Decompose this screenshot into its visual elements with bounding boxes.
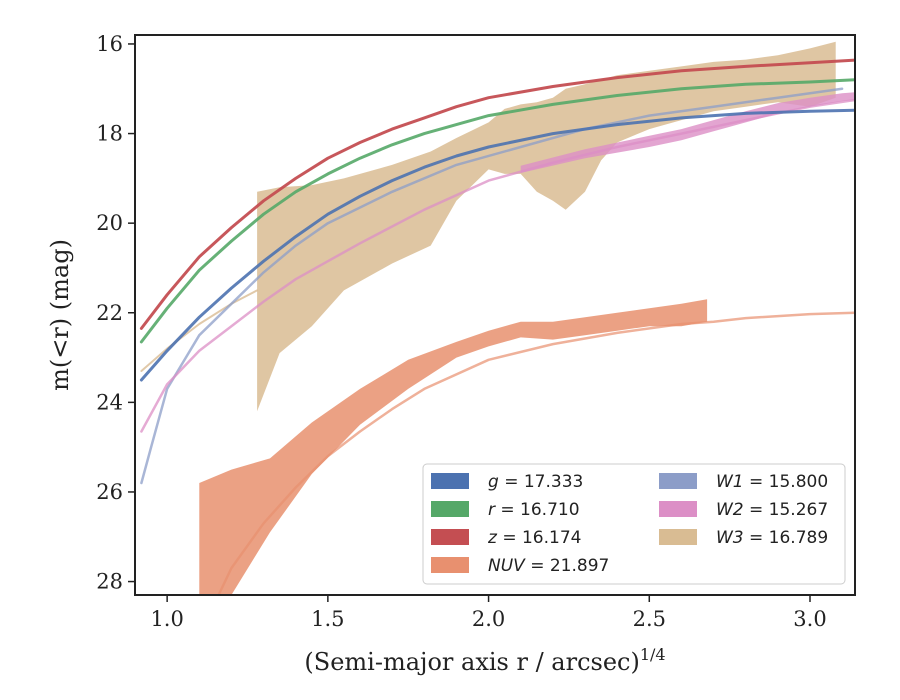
legend-label-nuv: NUV = 21.897 xyxy=(488,556,609,576)
y-tick-label: 24 xyxy=(96,390,123,414)
x-axis-label-text: (Semi-major axis r / arcsec) xyxy=(304,648,639,676)
series-r-line xyxy=(139,78,855,344)
legend-label-r: r = 16.710 xyxy=(488,500,580,520)
legend-label-w1: W1 = 15.800 xyxy=(716,472,828,492)
y-tick-label: 26 xyxy=(96,480,123,504)
legend-swatch-z xyxy=(431,529,469,545)
y-tick-label: 20 xyxy=(96,211,123,235)
series-z-line xyxy=(139,58,855,330)
x-axis-label-superscript: 1/4 xyxy=(640,645,666,664)
legend-swatch-w1 xyxy=(659,473,697,489)
y-tick-label: 28 xyxy=(96,570,123,594)
legend-swatch-w3 xyxy=(659,529,697,545)
legend-label-g: g = 17.333 xyxy=(488,472,583,492)
x-tick-label: 1.5 xyxy=(311,607,344,631)
legend-swatch-w2 xyxy=(659,501,697,517)
plot-frame xyxy=(134,34,856,596)
legend-swatch-nuv xyxy=(431,557,469,573)
x-tick-label: 3.0 xyxy=(793,607,826,631)
legend-label-w3: W3 = 16.789 xyxy=(716,528,828,548)
series-w1-line xyxy=(140,87,844,485)
y-tick-label: 18 xyxy=(96,122,123,146)
legend-label-w2: W2 = 15.267 xyxy=(716,500,828,520)
series-nuv-band xyxy=(199,299,708,595)
x-tick-label: 2.0 xyxy=(472,607,505,631)
series-g-line xyxy=(139,108,855,382)
legend-swatch-g xyxy=(431,473,469,489)
x-tick-label: 2.5 xyxy=(633,607,666,631)
series-w3-band xyxy=(257,41,836,412)
legend-swatch-r xyxy=(431,501,469,517)
series-w3-extrapolation-line xyxy=(140,289,259,372)
x-axis-label: (Semi-major axis r / arcsec)1/4 xyxy=(304,645,665,676)
x-tick-label: 1.0 xyxy=(150,607,183,631)
y-axis-label: m(<r) (mag) xyxy=(46,239,74,391)
legend-label-z: z = 16.174 xyxy=(487,528,581,548)
legend-box xyxy=(422,463,846,585)
axis-ticks: 1.0 1.5 2.0 2.5 3.0 16 18 20 22 24 26 28 xyxy=(96,32,826,631)
legend: g = 17.333 r = 16.710 z = 16.174 NUV = 21.8… xyxy=(422,463,846,585)
plot-area xyxy=(139,41,855,595)
y-tick-label: 22 xyxy=(96,301,123,325)
y-tick-label: 16 xyxy=(96,32,123,56)
